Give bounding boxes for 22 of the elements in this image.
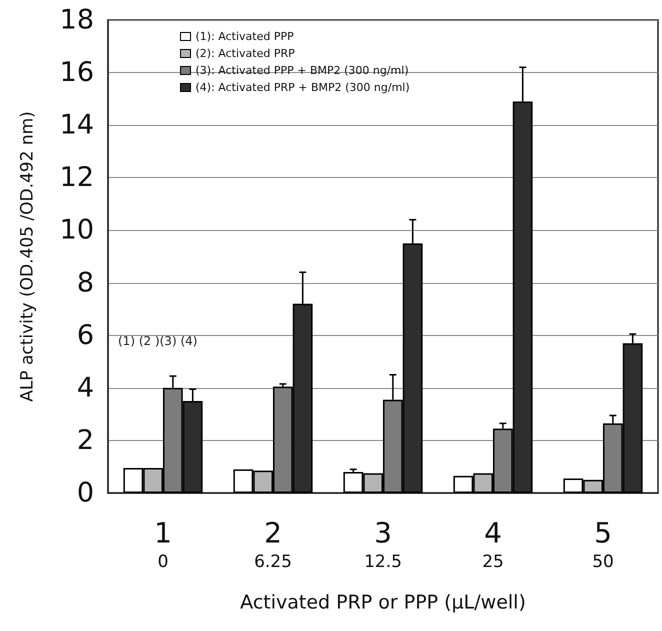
legend-label: (1): Activated PPP (196, 30, 294, 43)
y-tick-label: 18 (60, 4, 94, 36)
y-axis-title: ALP activity (OD.405 /OD.492 nm) (18, 111, 38, 402)
x-tick-label: 4 25 (482, 516, 504, 572)
y-tick-label: 10 (60, 214, 94, 246)
y-tick-label: 4 (76, 372, 94, 404)
y-tick-label: 0 (76, 478, 94, 508)
x-tick-label: 5 50 (592, 516, 614, 572)
x-tick-label: 3 12.5 (364, 516, 402, 572)
y-tick-label: 16 (60, 57, 94, 88)
legend-label: (4): Activated PRP + BMP2 (300 ng/ml) (196, 81, 410, 94)
y-tick-label: 6 (76, 320, 94, 351)
x-tick-label: 1 0 (154, 516, 172, 572)
y-tick-label: 2 (76, 424, 94, 456)
x-axis-title: Activated PRP or PPP (μL/well) (240, 592, 526, 614)
y-tick-label: 8 (76, 267, 94, 298)
legend-label: (2): Activated PRP (196, 47, 296, 60)
x-tick-label: 2 6.25 (254, 516, 292, 572)
y-tick-label: 14 (60, 110, 94, 141)
annotation: (1) (2 )(3) (4) (118, 334, 198, 348)
legend-label: (3): Activated PPP + BMP2 (300 ng/ml) (196, 64, 409, 77)
y-tick-label: 12 (60, 162, 94, 194)
